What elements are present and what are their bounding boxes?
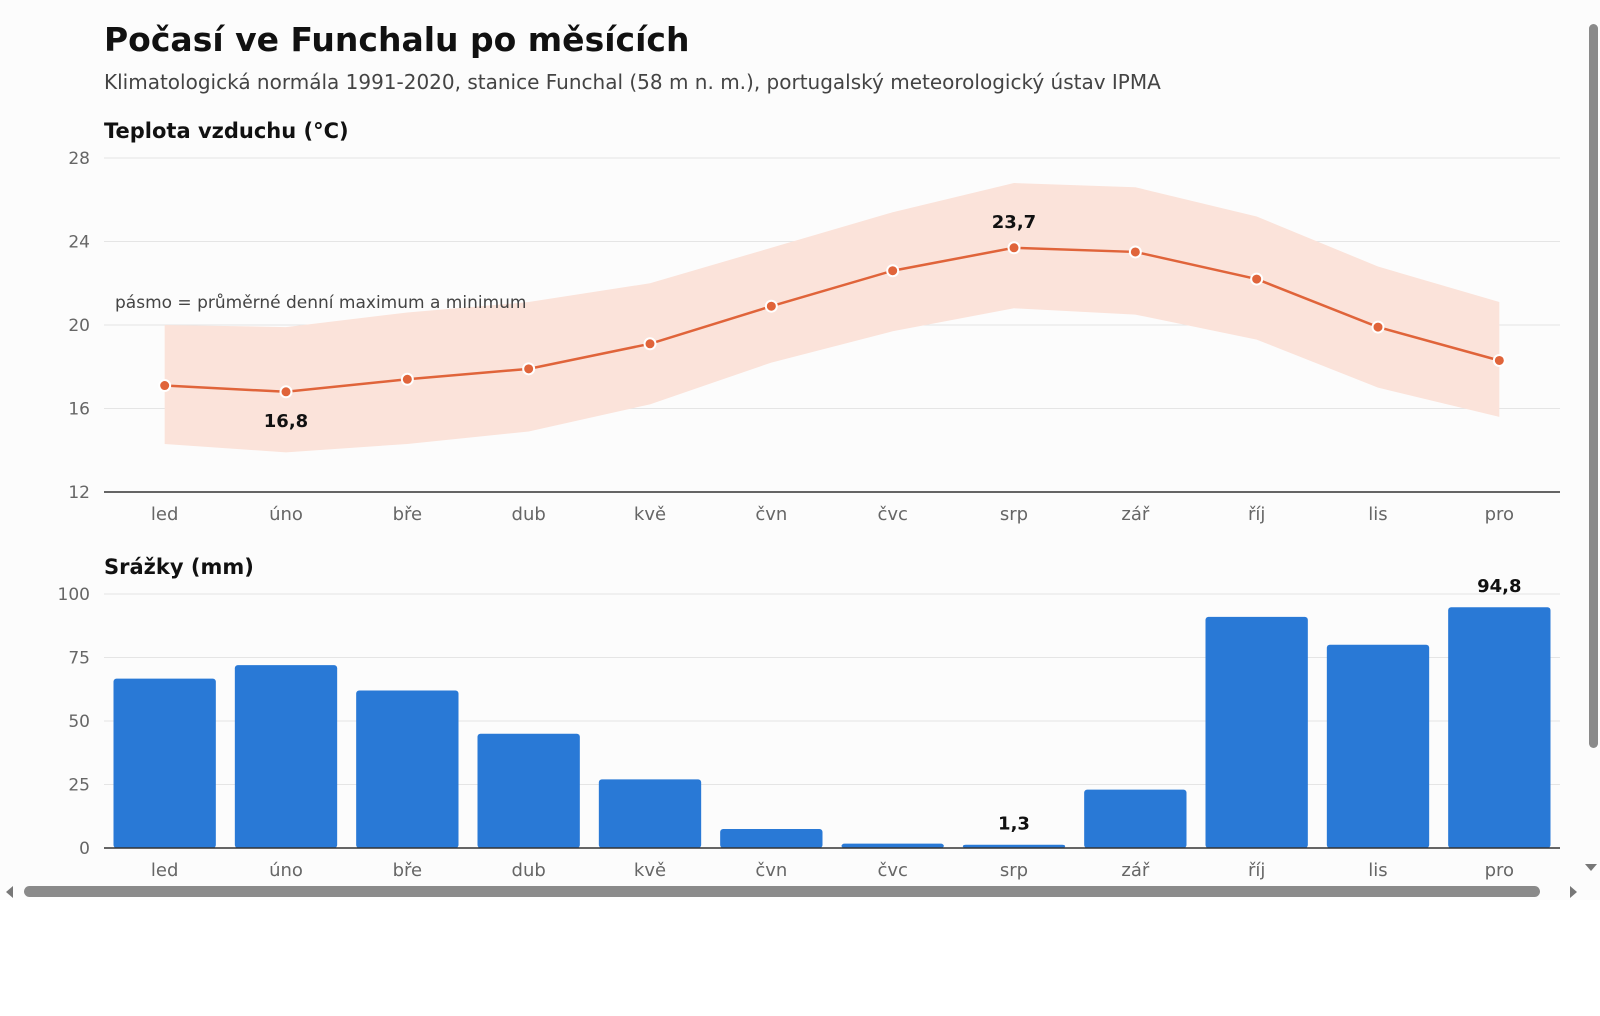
temperature-point xyxy=(1128,245,1142,259)
precipitation-bar xyxy=(720,828,823,848)
x-tick-label: čvc xyxy=(877,860,907,881)
temperature-point xyxy=(764,299,778,313)
y-tick-label: 50 xyxy=(68,712,90,732)
temperature-point xyxy=(1492,353,1506,367)
x-tick-label: srp xyxy=(1000,504,1028,525)
temperature-point xyxy=(158,379,172,393)
x-tick-label: bře xyxy=(393,860,423,881)
x-tick-label: led xyxy=(151,504,179,525)
x-tick-label: říj xyxy=(1248,504,1265,525)
page-title: Počasí ve Funchalu po měsících xyxy=(104,20,690,59)
x-tick-label: kvě xyxy=(634,504,666,525)
x-tick-label: dub xyxy=(512,860,546,881)
precipitation-chart: 0 25 50 75 100 led úno bře dub kvě čvn čvc srp zář říj… xyxy=(58,576,1560,881)
y-tick-label: 16 xyxy=(68,400,90,420)
data-label: 1,3 xyxy=(998,814,1030,835)
x-tick-label: kvě xyxy=(634,860,666,881)
precipitation-bar xyxy=(598,779,702,848)
precipitation-chart-title: Srážky (mm) xyxy=(104,555,254,579)
precipitation-bar xyxy=(962,844,1066,848)
temperature-chart: 12 16 20 24 28 led úno bře dub kvě čvn čvc srp zář říj… xyxy=(68,149,1560,525)
x-tick-label: zář xyxy=(1121,860,1149,881)
precipitation-bar xyxy=(1084,789,1187,848)
temperature-point xyxy=(1371,320,1385,334)
temperature-chart-title: Teplota vzduchu (°C) xyxy=(104,119,349,143)
x-tick-label: dub xyxy=(512,504,546,525)
precipitation-bar xyxy=(234,665,338,848)
x-tick-label: úno xyxy=(269,860,303,881)
temperature-point xyxy=(643,337,657,351)
x-tick-label: led xyxy=(151,860,179,881)
y-tick-label: 12 xyxy=(68,483,90,503)
x-tick-label: lis xyxy=(1368,860,1387,881)
chart-viewport: Počasí ve Funchalu po měsících Klimatolo… xyxy=(57,20,1560,881)
data-label: 16,8 xyxy=(264,411,308,432)
scroll-left-arrow-icon[interactable] xyxy=(6,886,13,898)
y-tick-label: 100 xyxy=(58,585,90,605)
y-tick-label: 0 xyxy=(79,839,90,859)
temperature-point xyxy=(279,385,293,399)
temperature-point xyxy=(886,264,900,278)
y-tick-label: 75 xyxy=(68,649,90,669)
x-tick-label: pro xyxy=(1485,504,1514,525)
precipitation-bar xyxy=(113,678,216,848)
y-tick-label: 25 xyxy=(68,776,90,796)
data-label: 94,8 xyxy=(1477,576,1521,597)
data-label: 23,7 xyxy=(992,212,1036,233)
chart-canvas: 12 16 20 24 28 led úno bře dub kvě čvn čvc srp zář říj… xyxy=(58,149,1560,881)
x-tick-label: lis xyxy=(1368,504,1387,525)
temperature-point xyxy=(1250,272,1264,286)
scroll-down-arrow-icon[interactable] xyxy=(1585,864,1597,871)
band-annotation: pásmo = průměrné denní maximum a minimum xyxy=(115,293,526,313)
x-tick-label: čvc xyxy=(877,504,907,525)
y-tick-label: 28 xyxy=(68,149,90,169)
precipitation-bar xyxy=(1205,616,1308,848)
temperature-point xyxy=(1007,241,1021,255)
page-subtitle: Klimatologická normála 1991-2020, stanic… xyxy=(104,70,1161,94)
x-tick-label: čvn xyxy=(755,860,787,881)
precipitation-bar xyxy=(841,843,944,848)
x-tick-label: bře xyxy=(393,504,423,525)
y-tick-label: 20 xyxy=(68,316,90,336)
precipitation-bar xyxy=(1448,607,1551,848)
horizontal-scrollbar-thumb[interactable] xyxy=(24,886,1540,897)
precipitation-bar xyxy=(1326,644,1430,848)
temperature-line xyxy=(164,246,1500,394)
x-tick-label: srp xyxy=(1000,860,1028,881)
temperature-point xyxy=(522,362,536,376)
min-max-band xyxy=(164,183,1500,453)
x-tick-label: úno xyxy=(269,504,303,525)
x-tick-label: pro xyxy=(1485,860,1514,881)
x-tick-label: čvn xyxy=(755,504,787,525)
y-tick-label: 24 xyxy=(68,233,90,253)
temperature-point xyxy=(400,372,414,386)
x-tick-label: zář xyxy=(1121,504,1149,525)
scroll-right-arrow-icon[interactable] xyxy=(1570,886,1577,898)
x-tick-label: říj xyxy=(1248,860,1265,881)
precipitation-bar xyxy=(477,733,580,848)
precipitation-bar xyxy=(356,690,459,848)
vertical-scrollbar-thumb[interactable] xyxy=(1589,24,1598,748)
